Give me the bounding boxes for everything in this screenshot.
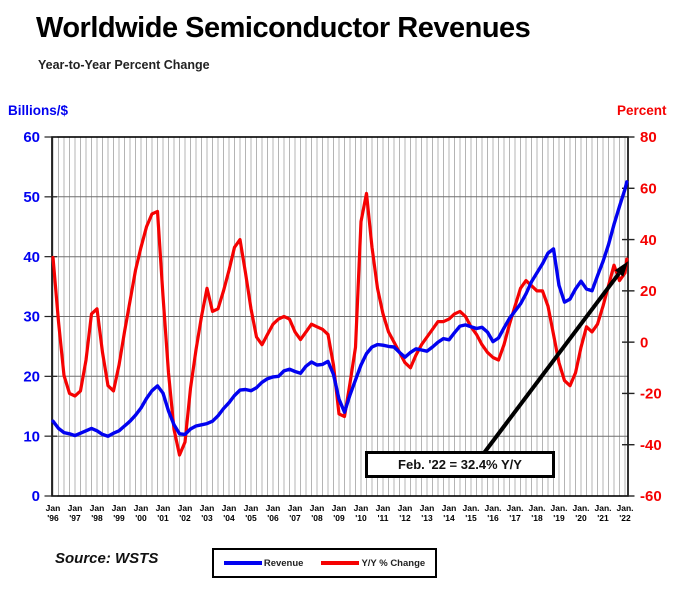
yoy-change-line xyxy=(51,191,629,457)
svg-text:20: 20 xyxy=(23,369,40,386)
svg-text:'98: '98 xyxy=(91,513,103,523)
svg-text:'11: '11 xyxy=(377,513,388,523)
svg-text:'15: '15 xyxy=(465,513,477,523)
svg-text:'14: '14 xyxy=(443,513,455,523)
svg-text:'12: '12 xyxy=(399,513,411,523)
page-title: Worldwide Semiconductor Revenues xyxy=(36,12,531,44)
annotation-arrow xyxy=(482,261,629,455)
svg-text:Jan: Jan xyxy=(90,503,105,513)
svg-text:'02: '02 xyxy=(179,513,191,523)
legend-label-revenue: Revenue xyxy=(263,557,304,569)
svg-text:'97: '97 xyxy=(69,513,81,523)
svg-text:60: 60 xyxy=(640,181,657,198)
source-credit: Source: WSTS xyxy=(55,550,159,567)
svg-text:Jan: Jan xyxy=(112,503,127,513)
svg-text:Jan: Jan xyxy=(442,503,457,513)
svg-text:'00: '00 xyxy=(135,513,147,523)
chart-legend: Revenue Y/Y % Change xyxy=(212,548,437,578)
svg-text:50: 50 xyxy=(23,189,40,206)
svg-text:'06: '06 xyxy=(267,513,279,523)
svg-text:'13: '13 xyxy=(421,513,433,523)
svg-text:Jan: Jan xyxy=(310,503,325,513)
yoy-line-swatch xyxy=(321,561,360,565)
legend-label-yoy: Y/Y % Change xyxy=(361,557,426,569)
svg-text:80: 80 xyxy=(640,129,657,146)
svg-text:Jan: Jan xyxy=(200,503,215,513)
svg-text:Jan: Jan xyxy=(420,503,435,513)
svg-text:-20: -20 xyxy=(640,386,662,403)
svg-text:'07: '07 xyxy=(289,513,301,523)
svg-text:'21: '21 xyxy=(597,513,609,523)
svg-text:'96: '96 xyxy=(47,513,59,523)
svg-text:30: 30 xyxy=(23,309,40,326)
svg-text:Jan: Jan xyxy=(376,503,391,513)
svg-text:Jan: Jan xyxy=(266,503,281,513)
svg-text:Jan: Jan xyxy=(398,503,413,513)
svg-text:'17: '17 xyxy=(509,513,521,523)
svg-text:Jan.: Jan. xyxy=(484,503,501,513)
svg-text:'19: '19 xyxy=(553,513,565,523)
svg-text:0: 0 xyxy=(32,488,40,505)
revenue-line xyxy=(51,180,629,438)
svg-text:'20: '20 xyxy=(575,513,587,523)
svg-text:'10: '10 xyxy=(355,513,367,523)
svg-text:20: 20 xyxy=(640,283,657,300)
page-subtitle: Year-to-Year Percent Change xyxy=(38,58,210,72)
svg-text:Jan: Jan xyxy=(222,503,237,513)
svg-text:Jan.: Jan. xyxy=(506,503,523,513)
svg-text:Jan.: Jan. xyxy=(572,503,589,513)
svg-text:Jan.: Jan. xyxy=(594,503,611,513)
svg-text:Jan: Jan xyxy=(354,503,369,513)
svg-text:Jan: Jan xyxy=(134,503,149,513)
svg-text:Jan: Jan xyxy=(156,503,171,513)
svg-text:Jan.: Jan. xyxy=(550,503,567,513)
svg-text:Jan.: Jan. xyxy=(528,503,545,513)
svg-text:'22: '22 xyxy=(619,513,631,523)
horizontal-gridlines xyxy=(52,196,628,437)
x-axis-labels: Jan'96Jan'97Jan'98Jan'99Jan'00Jan'01Jan'… xyxy=(46,503,634,523)
y-axis-right: -60 -40 -20 0 20 40 60 80 xyxy=(622,129,662,505)
svg-text:40: 40 xyxy=(640,232,657,249)
svg-text:'99: '99 xyxy=(113,513,125,523)
svg-text:'09: '09 xyxy=(333,513,345,523)
right-axis-title: Percent xyxy=(617,103,667,118)
y-axis-left: 0 10 20 30 40 50 60 xyxy=(23,129,57,505)
svg-text:'01: '01 xyxy=(157,513,169,523)
svg-text:Jan: Jan xyxy=(332,503,347,513)
svg-text:'08: '08 xyxy=(311,513,323,523)
left-axis-title: Billions/$ xyxy=(8,103,69,118)
svg-text:-40: -40 xyxy=(640,437,662,454)
svg-text:'05: '05 xyxy=(245,513,257,523)
svg-text:'16: '16 xyxy=(487,513,499,523)
svg-text:10: 10 xyxy=(23,428,40,445)
svg-text:Jan: Jan xyxy=(288,503,303,513)
svg-text:0: 0 xyxy=(640,334,648,351)
svg-text:'03: '03 xyxy=(201,513,213,523)
svg-text:Jan: Jan xyxy=(68,503,83,513)
svg-text:60: 60 xyxy=(23,129,40,146)
svg-text:40: 40 xyxy=(23,249,40,266)
svg-text:Jan: Jan xyxy=(178,503,193,513)
svg-text:Jan.: Jan. xyxy=(462,503,479,513)
svg-text:'18: '18 xyxy=(531,513,543,523)
svg-text:'04: '04 xyxy=(223,513,235,523)
svg-text:Jan: Jan xyxy=(244,503,259,513)
chart-canvas: 0102030405060-60-40-20020406080Jan'96Jan… xyxy=(23,129,662,523)
annotation-callout: Feb. '22 = 32.4% Y/Y xyxy=(365,451,555,478)
revenue-line-swatch xyxy=(223,561,262,565)
svg-text:Jan: Jan xyxy=(46,503,61,513)
svg-text:Jan.: Jan. xyxy=(616,503,633,513)
svg-text:-60: -60 xyxy=(640,488,662,505)
